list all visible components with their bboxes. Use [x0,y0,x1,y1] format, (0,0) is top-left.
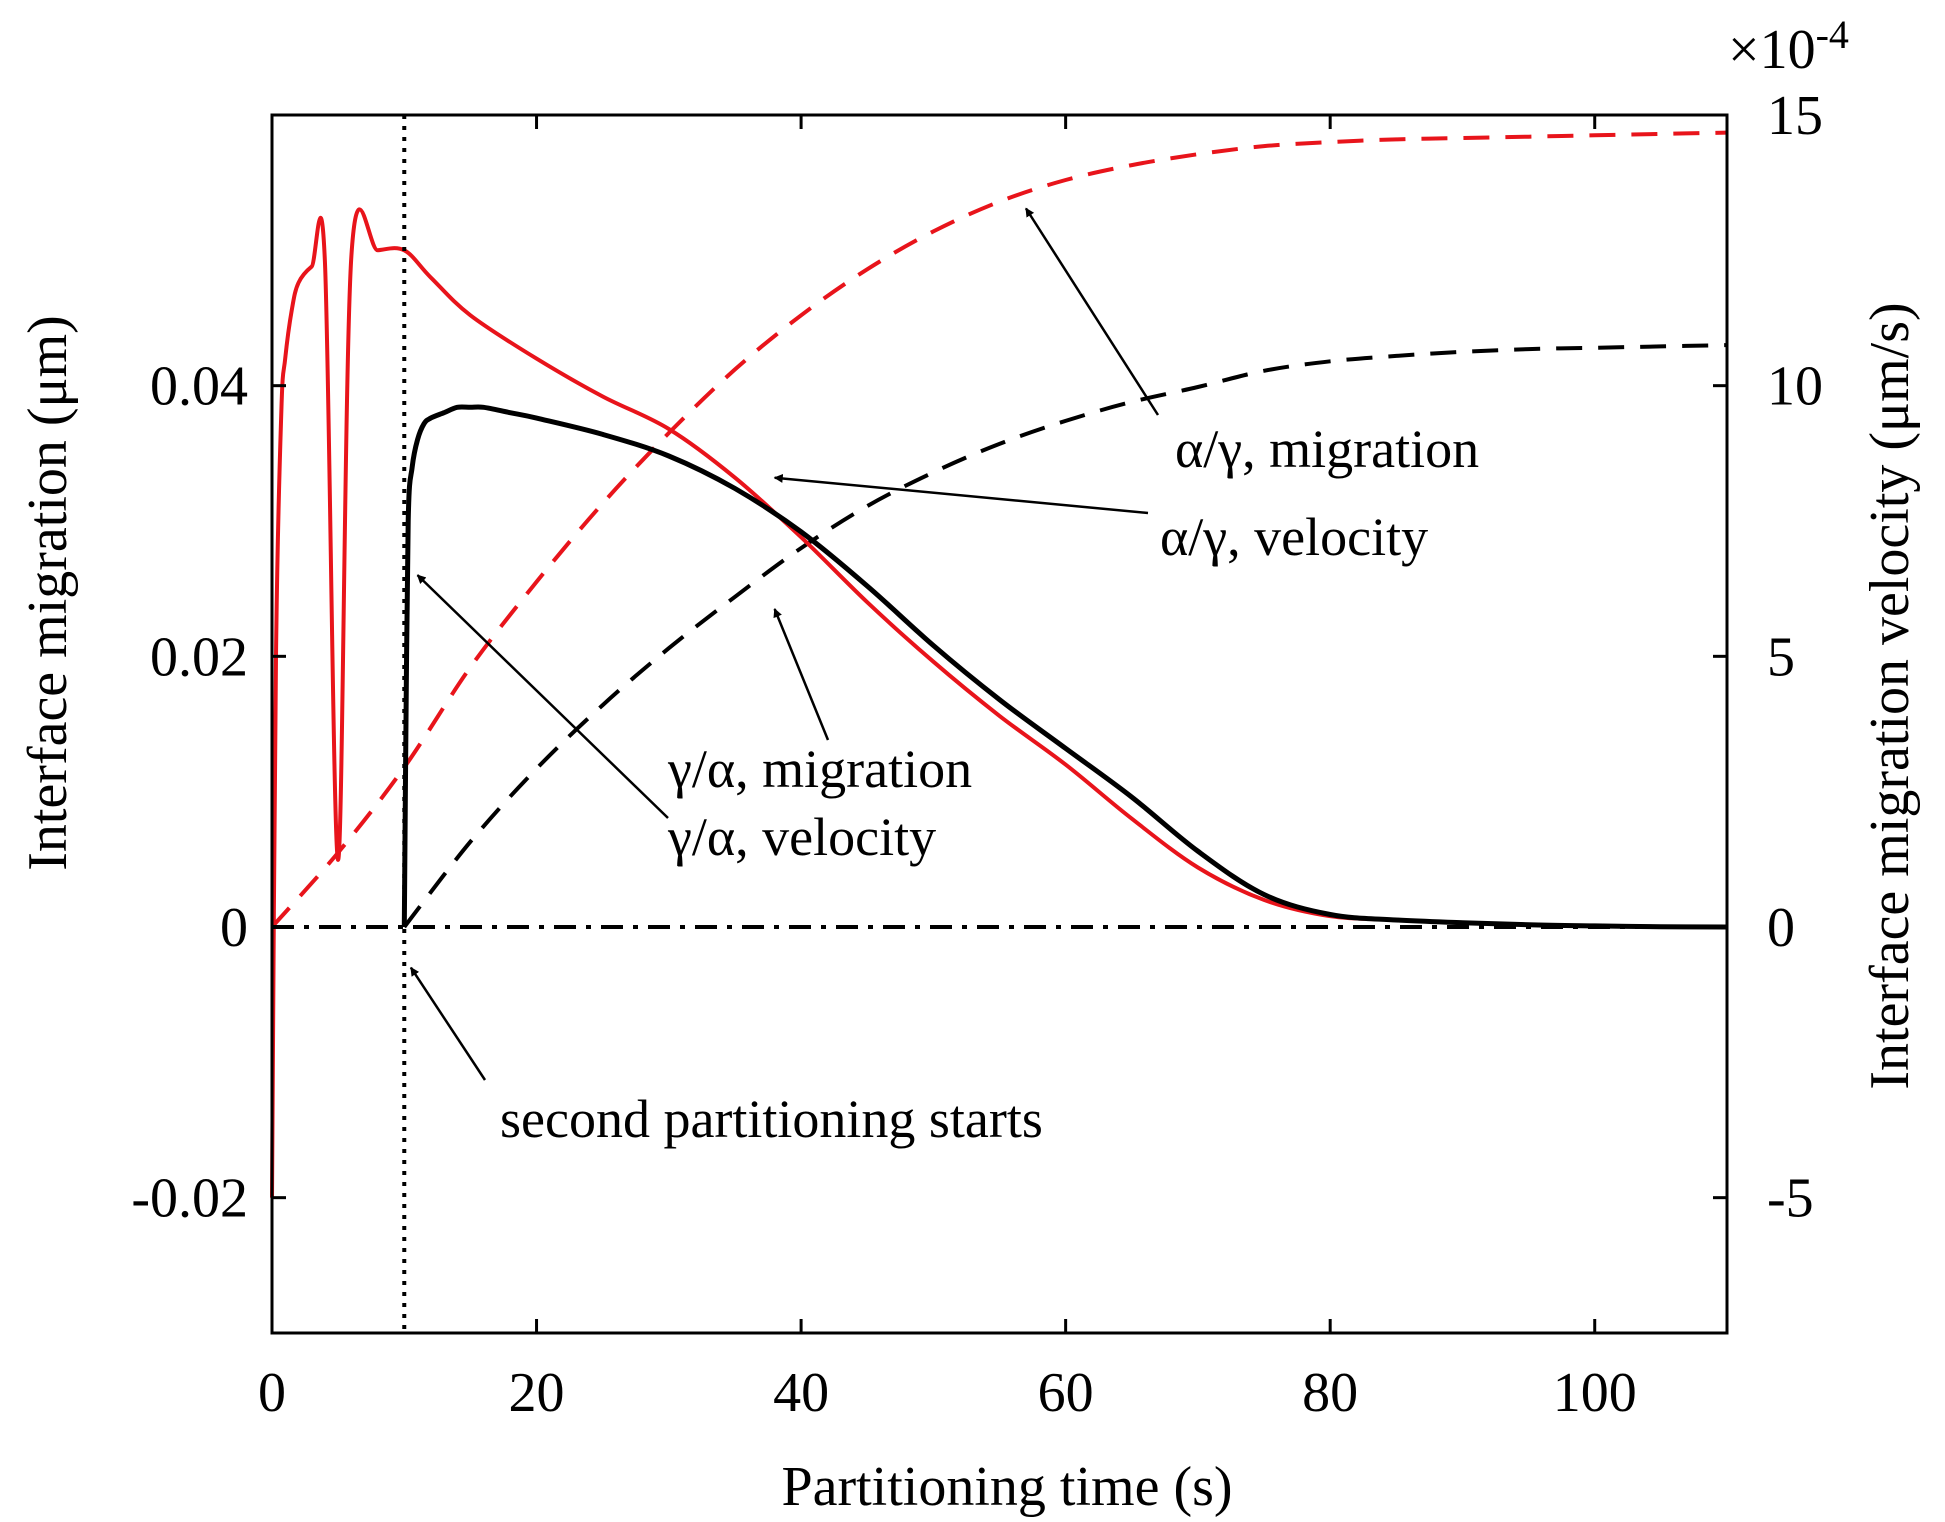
x-axis-ticks: 0 20 40 60 80 100 [258,115,1637,1424]
x-tick-label: 0 [258,1362,286,1424]
right-y-tick-label: 5 [1767,626,1795,688]
right-y-axis-label: Interface migration velocity (μm/s) [1859,302,1921,1089]
multiplier-base: ×10 [1728,19,1816,81]
x-tick-label: 60 [1038,1362,1094,1424]
right-y-tick-label: 10 [1767,356,1823,418]
x-tick-label: 80 [1302,1362,1358,1424]
annotations: α/γ, migration α/γ, velocity γ/α, migrat… [409,207,1479,1149]
reference-lines [272,115,1727,1333]
series-line------migration [402,343,1728,929]
annotation-arrow-alpha-gamma-velocity [773,473,1149,515]
annotation-gamma-alpha-velocity: γ/α, velocity [667,807,936,867]
series-line------velocity [270,207,1728,1198]
series-line------migration [270,130,1728,929]
plot-frame [270,113,1729,1335]
annotation-alpha-gamma-velocity: α/γ, velocity [1160,507,1428,567]
annotation-second-partitioning: second partitioning starts [500,1089,1043,1149]
annotation-alpha-gamma-migration: α/γ, migration [1175,419,1479,479]
x-tick-label: 20 [509,1362,565,1424]
x-tick-label: 100 [1553,1362,1637,1424]
left-y-tick-label: 0.04 [150,356,248,418]
left-y-tick-label: 0 [220,897,248,959]
multiplier-exponent: -4 [1816,12,1849,57]
left-y-axis-label: Interface migration (μm) [17,315,79,871]
right-y-tick-label: 0 [1767,897,1795,959]
x-axis-label: Partitioning time (s) [781,1456,1232,1518]
annotation-arrow-gamma-alpha-velocity [416,574,669,819]
left-y-axis-ticks: -0.02 0 0.02 0.04 [131,356,286,1230]
right-y-tick-label: 15 [1767,85,1823,147]
left-y-tick-label: -0.02 [131,1168,248,1230]
annotation-arrow-gamma-alpha-migration [773,608,830,741]
right-axis-multiplier: ×10-4 [1728,12,1849,81]
annotation-arrow-alpha-gamma-migration [1024,207,1160,416]
left-y-tick-label: 0.02 [150,626,248,688]
right-y-axis-ticks: -5 0 5 10 15 [1713,85,1823,1230]
series-line------velocity [401,404,1728,930]
right-y-tick-label: -5 [1767,1168,1814,1230]
annotation-arrow-second-partitioning [409,966,487,1081]
series-layer [270,130,1728,1198]
x-tick-label: 40 [773,1362,829,1424]
annotation-gamma-alpha-migration: γ/α, migration [667,739,972,799]
